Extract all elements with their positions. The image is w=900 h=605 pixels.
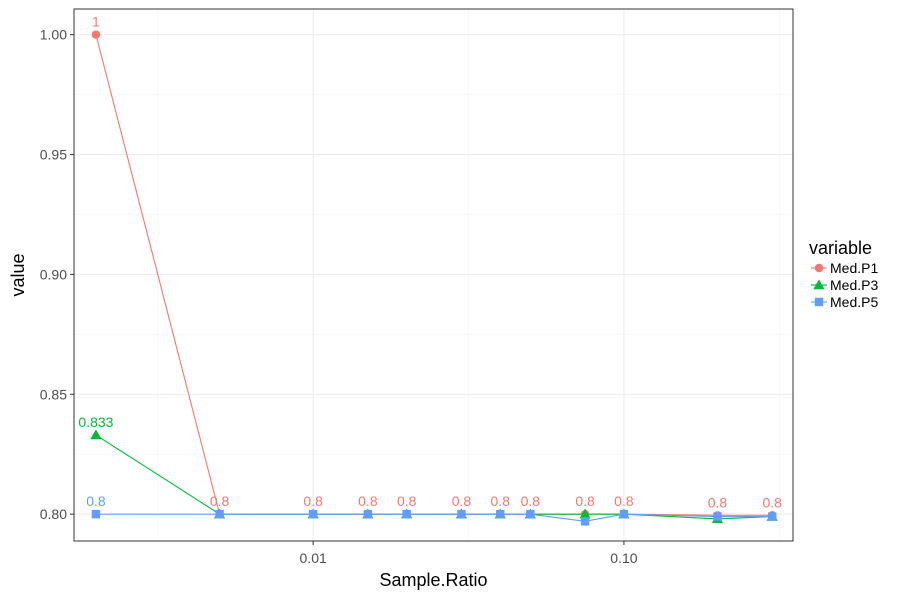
- legend-key-marker: [813, 279, 825, 290]
- data-point-med-p5: [619, 509, 629, 519]
- data-label-med-p1: 0.8: [614, 493, 634, 509]
- data-label-med-p1: 0.8: [303, 493, 323, 509]
- data-point-med-p5: [713, 512, 722, 521]
- x-tick-label: 0.01: [300, 550, 327, 566]
- data-point-med-p5: [91, 509, 101, 519]
- x-tick-label: 0.10: [610, 550, 637, 566]
- plot-border: [73, 8, 794, 542]
- data-point-med-p5: [308, 509, 318, 519]
- data-labels: 1 0.8 0.8 0.8 0.8 0.8 0.8 0.8 0.8 0.8 0.8 0.8 0.833 0…: [78, 14, 782, 511]
- y-tick-label: 0.90: [40, 266, 67, 282]
- data-label-med-p1: 1: [92, 14, 100, 30]
- y-tick-label: 0.95: [40, 147, 67, 163]
- x-axis-title: Sample.Ratio: [379, 570, 487, 590]
- data-point-med-p3: [90, 429, 102, 440]
- data-label-med-p1: 0.8: [491, 493, 511, 509]
- legend-title: variable: [809, 238, 872, 258]
- data-point-med-p1: [91, 30, 101, 39]
- gridlines: [74, 9, 793, 541]
- data-point-med-p5: [496, 509, 505, 519]
- y-tick-label: 1.00: [40, 27, 67, 43]
- data-point-med-p3: [579, 508, 591, 519]
- data-label-med-p1: 0.8: [521, 493, 541, 509]
- data-label-med-p5: 0.8: [86, 493, 106, 509]
- data-label-med-p1: 0.8: [397, 493, 417, 509]
- series-lines: [95, 34, 773, 522]
- legend-item-med-p3: Med.P3: [811, 277, 878, 293]
- legend-key-marker: [814, 263, 824, 273]
- data-point-med-p5: [767, 512, 777, 521]
- data-point-med-p5: [215, 509, 224, 519]
- legend-label: Med.P1: [830, 260, 878, 276]
- data-point-med-p5: [457, 509, 466, 519]
- legend-key-marker: [814, 297, 824, 307]
- axes: 0.80 0.85 0.90 0.95 1.00 0.01 0.10: [40, 27, 638, 566]
- legend-item-med-p5: Med.P5: [811, 294, 878, 310]
- series-markers: [90, 30, 778, 526]
- y-tick-label: 0.85: [40, 386, 67, 402]
- data-label-med-p1: 0.8: [762, 494, 782, 510]
- data-point-med-p5: [526, 509, 535, 519]
- legend-label: Med.P3: [830, 277, 878, 293]
- data-point-med-p5: [580, 517, 590, 526]
- data-label-med-p3: 0.833: [78, 414, 113, 430]
- data-label-med-p1: 0.8: [358, 493, 378, 509]
- series-line-med-p5: [95, 513, 773, 522]
- data-label-med-p1: 0.8: [708, 494, 728, 510]
- data-point-med-p5: [363, 509, 373, 519]
- data-point-med-p5: [402, 509, 411, 519]
- data-label-med-p1: 0.8: [452, 493, 472, 509]
- plot-panel: [74, 9, 793, 541]
- y-tick-label: 0.80: [40, 506, 67, 522]
- y-axis-title: value: [8, 253, 28, 296]
- data-label-med-p1: 0.8: [575, 493, 595, 509]
- legend-item-med-p1: Med.P1: [811, 260, 878, 276]
- data-label-med-p1: 0.8: [210, 493, 230, 509]
- legend-label: Med.P5: [830, 294, 878, 310]
